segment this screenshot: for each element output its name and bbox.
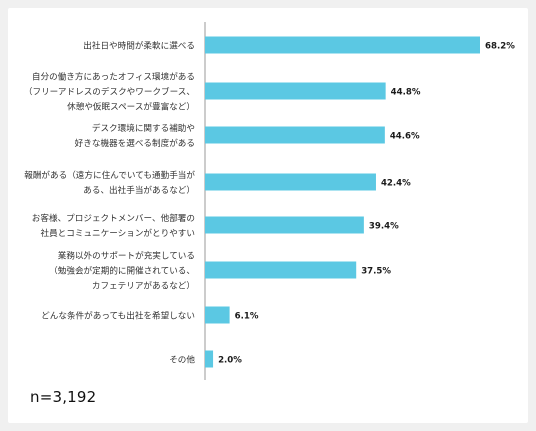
category-label-4-line-0: お客様、プロジェクトメンバー、他部署の [32,212,195,224]
bar-5 [205,261,357,279]
bar-1 [205,82,386,100]
bar-6 [205,306,230,324]
category-label-5-line-2: カフェテリアがあるなど） [92,280,195,292]
bar-4 [205,216,364,234]
category-label-7-line-0: その他 [169,354,195,366]
value-label-1: 44.8% [391,88,421,98]
category-label-2-line-0: デスク環境に関する補助や [92,122,195,134]
category-label-3-line-0: 報酬がある（遠方に住んでいても通勤手当が [24,169,195,181]
chart-card [8,8,528,423]
category-label-5-line-1: （勉強会が定期的に開催されている、 [49,265,195,277]
category-label-4-line-1: 社員とコミュニケーションがとりやすい [40,227,195,239]
category-label-5-line-0: 業務以外のサポートが充実している [58,250,195,262]
category-label-3-line-1: ある、出社手当があるなど） [83,184,195,196]
category-label-1-line-2: 休憩や仮眠スペースが豊富など） [67,101,195,113]
category-label-2-line-1: 好きな機器を選べる制度がある [75,137,195,149]
bar-7 [205,350,214,368]
value-label-0: 68.2% [485,42,515,52]
category-label-6-line-0: どんな条件があっても出社を希望しない [41,310,195,322]
category-label-0-line-0: 出社日や時間が柔軟に選べる [83,40,195,52]
value-label-5: 37.5% [361,267,391,277]
value-label-3: 42.4% [381,179,411,189]
bar-2 [205,126,385,144]
value-label-2: 44.6% [390,132,420,142]
bar-0 [205,36,480,54]
category-label-1-line-0: 自分の働き方にあったオフィス環境がある [32,71,195,83]
value-label-6: 6.1% [235,312,259,322]
value-label-7: 2.0% [218,356,242,366]
sample-size-label: n=3,192 [30,388,97,406]
bar-3 [205,173,376,191]
value-label-4: 39.4% [369,222,399,232]
category-label-1-line-1: （フリーアドレスのデスクやワークブース、 [24,86,195,98]
